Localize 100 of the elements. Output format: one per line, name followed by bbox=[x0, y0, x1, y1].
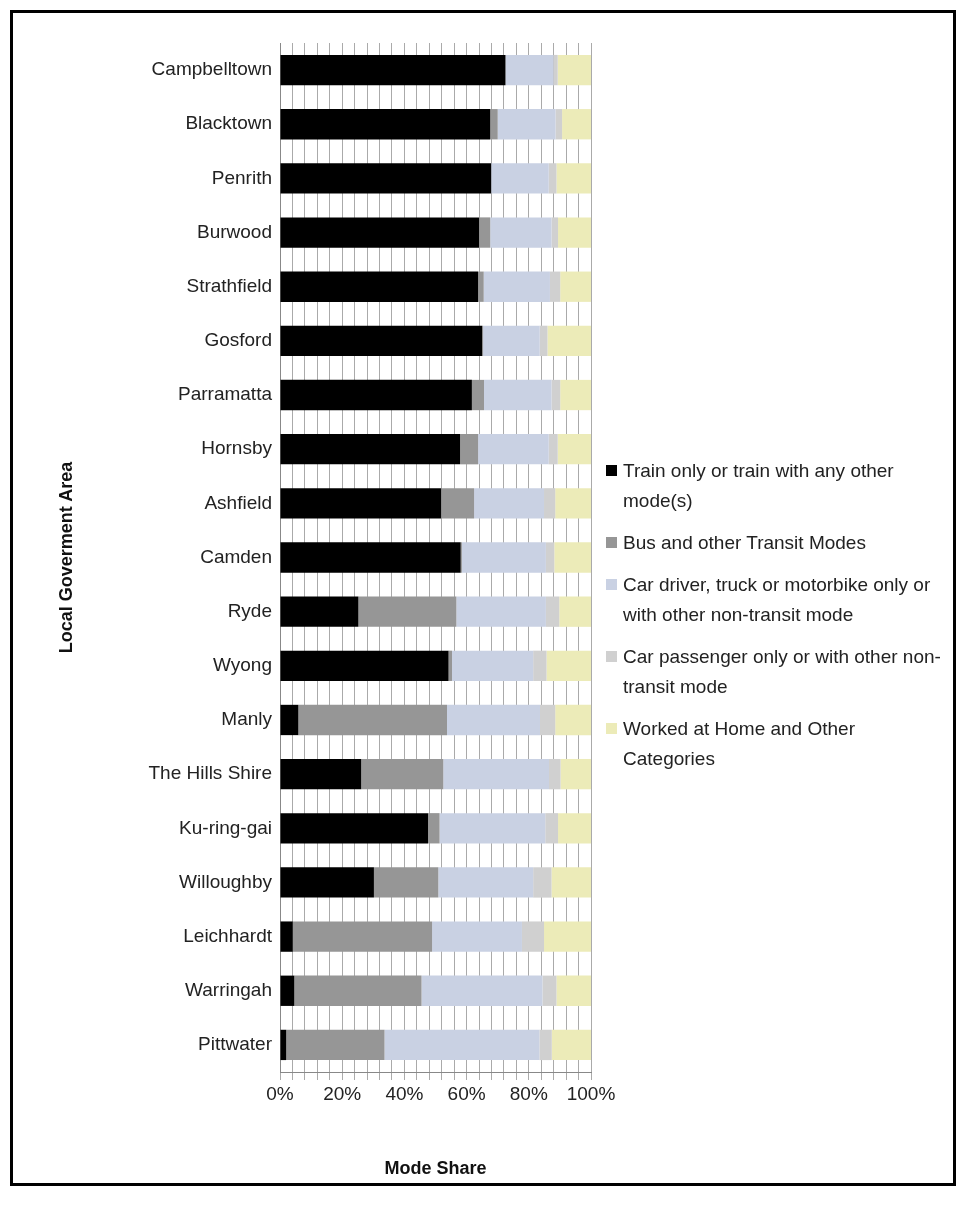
bar bbox=[478, 271, 484, 302]
bar bbox=[560, 758, 591, 790]
bar bbox=[280, 434, 461, 465]
bar bbox=[547, 325, 591, 357]
bar bbox=[286, 1029, 385, 1061]
bar bbox=[280, 758, 362, 790]
bar bbox=[557, 54, 591, 86]
y-tick-label: Blacktown bbox=[185, 112, 272, 134]
x-axis-title: Mode Share bbox=[384, 1158, 487, 1179]
y-tick-label: Burwood bbox=[197, 220, 272, 242]
x-tick-label: 0% bbox=[266, 1082, 294, 1104]
bar bbox=[542, 975, 557, 1006]
bar bbox=[505, 54, 554, 86]
y-tick-label: The Hills Shire bbox=[148, 762, 272, 784]
bar bbox=[280, 109, 491, 140]
bar bbox=[432, 921, 522, 952]
y-tick-label: Campbelltown bbox=[151, 58, 272, 80]
bar bbox=[280, 379, 472, 411]
bar bbox=[556, 163, 591, 194]
bar bbox=[428, 813, 440, 844]
bar bbox=[548, 434, 558, 465]
bar bbox=[491, 163, 549, 194]
x-tick-label: 20% bbox=[323, 1082, 362, 1104]
bar bbox=[447, 704, 540, 736]
legend-label: Bus and other Transit Modes bbox=[623, 531, 866, 555]
bar bbox=[298, 704, 448, 736]
bar bbox=[533, 867, 552, 898]
y-tick-label: Gosford bbox=[204, 329, 272, 351]
bar bbox=[539, 1029, 552, 1061]
bar bbox=[556, 975, 591, 1006]
bar bbox=[551, 379, 561, 411]
bar bbox=[551, 1029, 591, 1061]
bar bbox=[545, 813, 559, 844]
bar bbox=[280, 163, 492, 194]
bar bbox=[560, 379, 591, 411]
bar bbox=[549, 271, 561, 302]
y-tick-label: Ashfield bbox=[204, 491, 272, 513]
bar bbox=[521, 921, 545, 952]
bar bbox=[438, 867, 534, 898]
bar bbox=[540, 704, 556, 736]
bar bbox=[280, 813, 429, 844]
y-tick-label: Pittwater bbox=[198, 1033, 273, 1055]
bar bbox=[545, 596, 560, 627]
y-tick-label: Ryde bbox=[227, 599, 272, 621]
y-axis-title: Local Goverment Area bbox=[55, 460, 76, 654]
bar bbox=[280, 596, 359, 627]
y-tick-label: Penrith bbox=[211, 166, 272, 188]
bar bbox=[548, 163, 557, 194]
bar bbox=[554, 542, 591, 573]
bar bbox=[555, 704, 591, 736]
bar bbox=[544, 921, 591, 952]
y-tick-label: Wyong bbox=[213, 654, 272, 676]
y-tick-label: Leichhardt bbox=[183, 924, 273, 946]
bar bbox=[483, 271, 550, 302]
bar bbox=[490, 217, 552, 248]
y-tick-label: Parramatta bbox=[178, 383, 273, 405]
bar bbox=[280, 975, 295, 1006]
bar bbox=[559, 596, 591, 627]
bar bbox=[479, 217, 491, 248]
bar bbox=[280, 704, 299, 736]
x-tick-label: 40% bbox=[385, 1082, 424, 1104]
bar bbox=[456, 596, 546, 627]
bar bbox=[280, 921, 293, 952]
legend-label: Worked at Home and Other Categories bbox=[623, 717, 856, 771]
bar bbox=[484, 379, 552, 411]
bar bbox=[490, 109, 498, 140]
bar bbox=[483, 325, 540, 357]
bar bbox=[358, 596, 457, 627]
bar bbox=[549, 758, 561, 790]
bar bbox=[441, 488, 475, 519]
bar bbox=[558, 217, 591, 248]
bar bbox=[558, 813, 591, 844]
x-tick-label: 80% bbox=[509, 1082, 548, 1104]
bar bbox=[545, 542, 555, 573]
legend-label: Car passenger only or with other non-transit mode bbox=[623, 645, 942, 699]
bar bbox=[292, 921, 433, 952]
x-tick-label: 60% bbox=[447, 1082, 486, 1104]
bar bbox=[373, 867, 439, 898]
bar bbox=[562, 109, 591, 140]
bar bbox=[280, 217, 480, 248]
bar bbox=[555, 488, 591, 519]
bar bbox=[478, 434, 549, 465]
bar bbox=[443, 758, 550, 790]
bar bbox=[280, 650, 449, 681]
y-tick-label: Willoughby bbox=[179, 870, 273, 892]
y-tick-label: Manly bbox=[221, 708, 273, 730]
bar bbox=[555, 109, 563, 140]
y-tick-label: Strathfield bbox=[186, 274, 272, 296]
bar bbox=[451, 650, 534, 681]
bar bbox=[560, 271, 591, 302]
legend-label: Train only or train with any other mode(s) bbox=[623, 459, 895, 513]
bar bbox=[471, 379, 485, 411]
bar bbox=[546, 650, 591, 681]
bar bbox=[544, 488, 556, 519]
bar bbox=[361, 758, 444, 790]
y-tick-label: Camden bbox=[200, 545, 272, 567]
legend-label: Car driver, truck or motorbike only or with other non-transit mode bbox=[623, 573, 932, 627]
bar bbox=[439, 813, 546, 844]
bar bbox=[280, 54, 506, 86]
bar bbox=[280, 542, 461, 573]
